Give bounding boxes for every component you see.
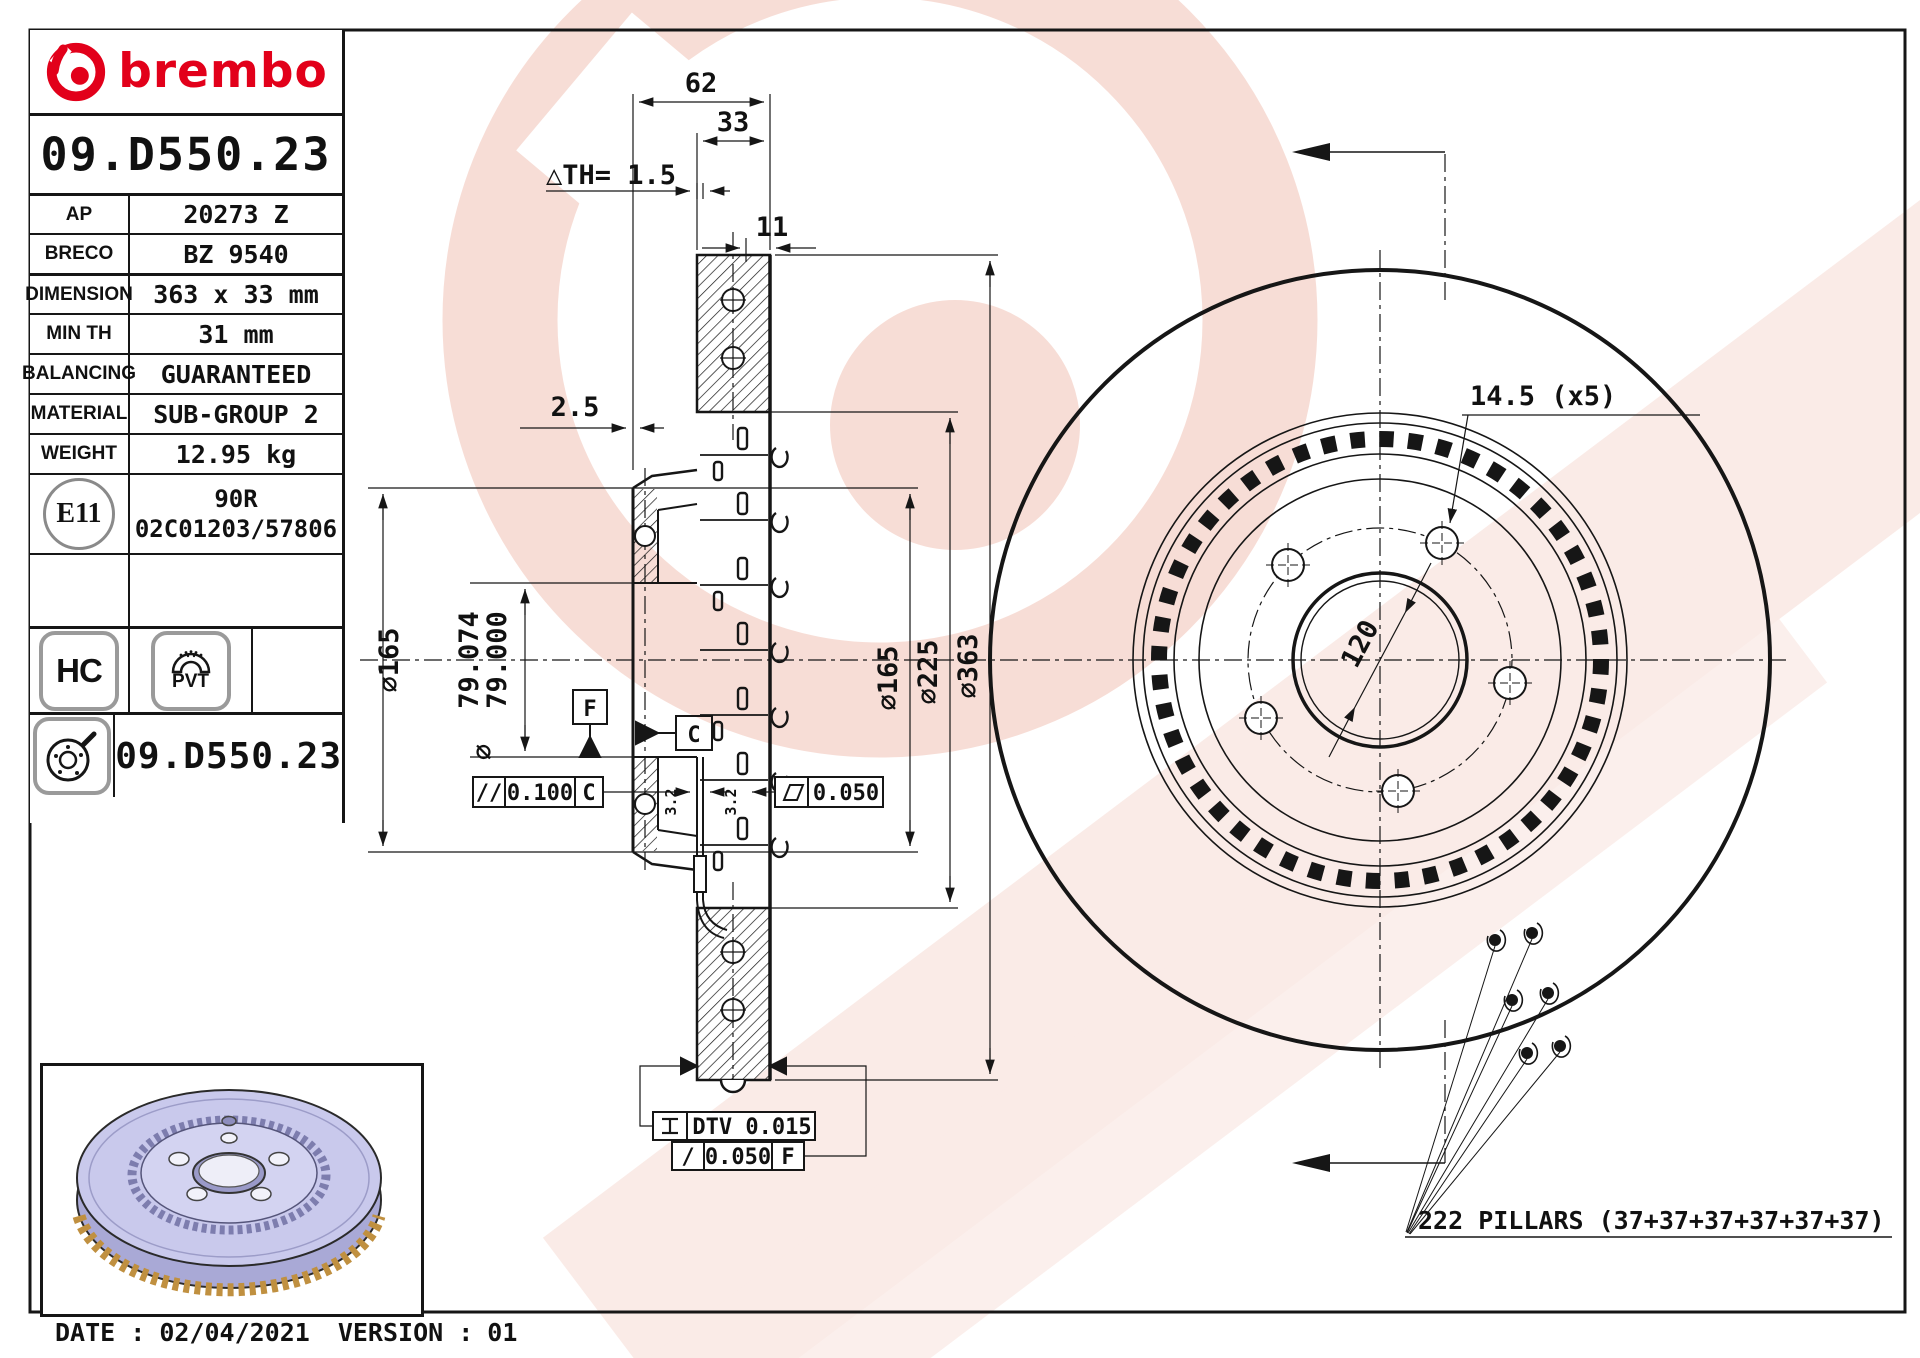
hc-icon: HC <box>39 630 119 711</box>
brembo-watermark <box>442 0 1920 1358</box>
brand-cell: brembo <box>30 30 342 113</box>
brand-wordmark: brembo <box>118 44 328 99</box>
front-view <box>988 143 1892 1238</box>
runout-ref: F <box>781 1145 794 1170</box>
spec-value: SUB-GROUP 2 <box>153 399 319 429</box>
parallelism-frame <box>472 776 730 808</box>
homologation-line2: 02C01203/57806 <box>134 515 338 543</box>
homologation-value: 90R 02C01203/57806 <box>130 475 342 553</box>
part-number: 09.D550.23 <box>30 113 342 193</box>
datum-c-label: C <box>687 723 700 748</box>
section-view <box>360 232 1790 1096</box>
spec-label: MIN TH <box>30 315 130 353</box>
flatness-frame <box>752 776 884 808</box>
dim-33: 33 <box>717 107 750 138</box>
pillar-dots <box>1489 927 1566 1059</box>
dtv-frames <box>639 1056 867 1171</box>
spec-value: 12.95 kg <box>175 439 297 469</box>
dim-2-5: 2.5 <box>551 392 600 423</box>
datum-f-label: F <box>583 697 596 722</box>
spec-value: GUARANTEED <box>160 359 312 389</box>
dim-62: 62 <box>685 68 718 99</box>
hc-cell: HC <box>30 629 130 712</box>
version-value: 01 <box>487 1318 518 1347</box>
empty-icon-cell <box>253 629 342 712</box>
spec-value: BZ 9540 <box>183 239 289 269</box>
bore-min: 79.000 <box>482 611 513 709</box>
dia-225: ⌀225 <box>913 639 944 704</box>
footer-part-number: 09.D550.23 <box>115 735 342 777</box>
homologation-line1: 90R <box>214 485 258 513</box>
bore-max: 79.074 <box>454 611 485 709</box>
dia-165-right: ⌀165 <box>873 645 904 710</box>
homologation-badge-cell: E11 <box>30 475 130 553</box>
brake-disc-icon <box>32 717 111 795</box>
disc-glyph <box>46 731 97 782</box>
spec-label: BRECO <box>30 235 130 273</box>
bolt-holes-label: 14.5 (x5) <box>1470 381 1616 412</box>
disc-render-box <box>40 1063 424 1317</box>
th-note: △TH= 1.5 <box>546 160 676 191</box>
flatness-value: 0.050 <box>813 781 879 806</box>
footer-part-row: 09.D550.23 <box>30 712 342 797</box>
spec-table: brembo 09.D550.23 AP 20273 Z BRECO BZ 95… <box>22 30 345 823</box>
roughness-left: 3.2 <box>662 788 680 815</box>
spec-label: DIMENSION <box>25 276 133 313</box>
pvt-icon: PVT <box>150 630 231 711</box>
pillars-note: 222 PILLARS (37+37+37+37+37+37) <box>1418 1206 1885 1235</box>
date-label: DATE : <box>55 1318 146 1347</box>
spec-value: 20273 Z <box>183 200 289 229</box>
bolt-holes <box>1244 526 1527 808</box>
parallelism-symbol: // <box>476 781 503 806</box>
icons-row: HC PVT <box>30 626 342 712</box>
roughness-right: 3.2 <box>722 788 740 815</box>
pvt-disc-icon <box>171 650 210 674</box>
parallelism-ref: C <box>582 781 595 806</box>
pvt-label: PVT <box>172 671 209 692</box>
view-arrows <box>1292 143 1445 1172</box>
datum-f <box>572 689 608 758</box>
section-dimensions <box>368 94 998 1081</box>
e11-badge: E11 <box>43 478 115 550</box>
spec-label: WEIGHT <box>30 435 130 473</box>
bore-dia-symbol: ⌀ <box>468 744 499 760</box>
spec-value: 31 mm <box>198 319 274 349</box>
version-label: VERSION : <box>337 1318 474 1347</box>
brembo-logo-icon <box>47 42 106 101</box>
empty-row <box>30 553 342 626</box>
pvt-cell: PVT <box>130 629 253 712</box>
runout-symbol: / <box>681 1145 694 1170</box>
datum-c <box>635 715 713 751</box>
disc-3d-image <box>72 1089 386 1297</box>
disc-icon-cell <box>30 715 116 797</box>
date-value: 02/04/2021 <box>159 1318 310 1347</box>
footer-bar: DATE : 02/04/2021 VERSION : 01 <box>55 1318 517 1347</box>
spec-label: BALANCING <box>22 355 136 393</box>
parallelism-value: 0.100 <box>507 781 573 806</box>
dia-363: ⌀363 <box>953 633 984 698</box>
dia-165-left: ⌀165 <box>374 627 405 692</box>
spec-label: AP <box>30 196 130 233</box>
dtv-text: DTV 0.015 <box>692 1115 811 1140</box>
spec-value: 363 x 33 mm <box>153 280 319 309</box>
hc-label: HC <box>56 651 103 689</box>
spec-label: MATERIAL <box>30 395 130 433</box>
runout-value: 0.050 <box>705 1145 771 1170</box>
dim-11: 11 <box>756 212 789 243</box>
